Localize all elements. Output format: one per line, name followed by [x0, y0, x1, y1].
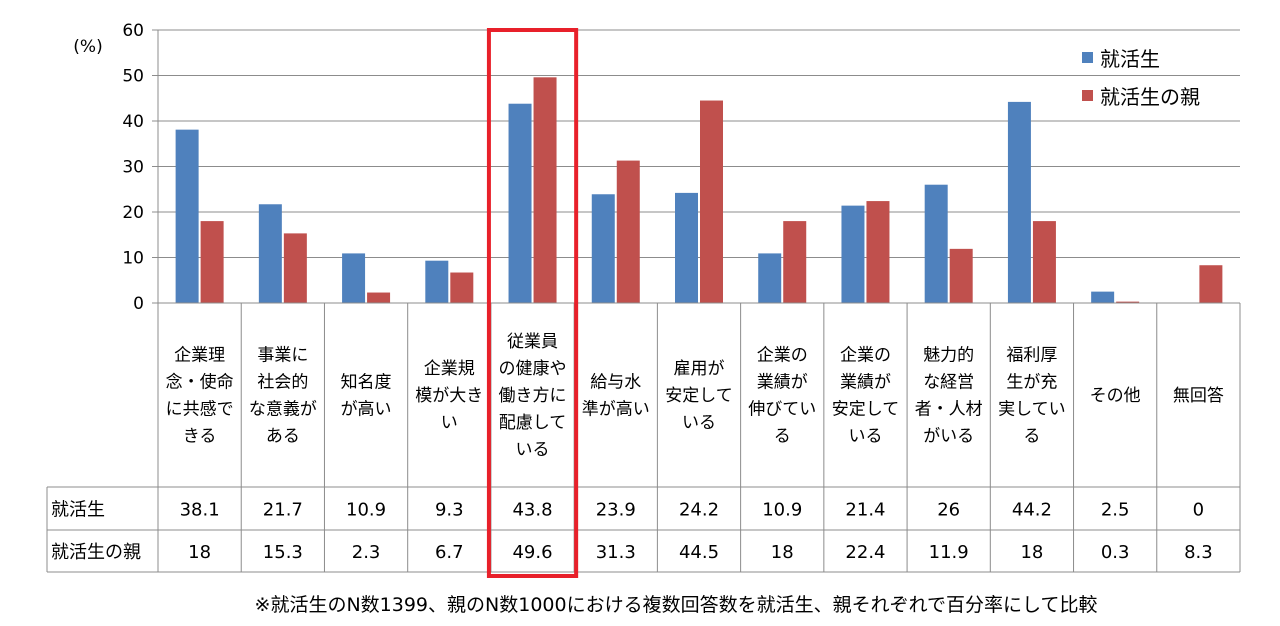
data-label: 18 [188, 542, 211, 563]
bar [949, 248, 973, 303]
data-label: 43.8 [512, 500, 552, 521]
highlight-box [486, 28, 579, 578]
bar [533, 77, 557, 303]
bar [367, 292, 391, 303]
data-label: 49.6 [512, 542, 552, 563]
data-label: 24.2 [679, 500, 719, 521]
category-label: 従業員の健康や働き方に配慮している [499, 332, 567, 460]
bar [866, 201, 890, 303]
data-label: 0.3 [1101, 542, 1130, 563]
data-label: 22.4 [845, 542, 885, 563]
legend-label: 就活生の親 [1100, 85, 1200, 109]
legend-label: 就活生 [1100, 47, 1160, 71]
category-label: 企業の業績が安定している [832, 346, 900, 447]
category-label: 福利厚生が充実している [998, 346, 1066, 447]
bar [591, 194, 615, 303]
data-label: 38.1 [180, 500, 220, 521]
bar [1116, 301, 1140, 303]
data-label: 10.9 [762, 500, 802, 521]
y-tick-label: 20 [122, 203, 144, 223]
legend-swatch [1082, 90, 1093, 101]
bar [1007, 101, 1031, 303]
y-tick-label: 60 [122, 21, 144, 41]
row-label: 就活生 [51, 500, 105, 521]
data-label: 26 [937, 500, 960, 521]
data-label: 11.9 [929, 542, 969, 563]
bar [508, 103, 532, 304]
category-label: 無回答 [1173, 386, 1224, 406]
data-label: 18 [771, 542, 794, 563]
bar [1032, 221, 1056, 303]
bar [616, 160, 640, 303]
bar [425, 260, 449, 303]
bar [758, 253, 782, 303]
data-label: 6.7 [435, 542, 464, 563]
bar [200, 221, 224, 303]
category-label: 事業に社会的な意義がある [249, 346, 317, 447]
category-label: 企業規模が大きい [415, 359, 483, 433]
bar [1091, 291, 1115, 303]
category-label: 給与水準が高い [582, 373, 650, 420]
bar [450, 272, 474, 303]
footnote: ※就活生のN数1399、親のN数1000における複数回答数を就活生、親それぞれで… [255, 594, 1098, 616]
data-label: 44.5 [679, 542, 719, 563]
data-label: 21.4 [845, 500, 885, 521]
category-label: 知名度が高い [341, 373, 392, 420]
data-table: 企業理念・使命に共感できる事業に社会的な意義がある知名度が高い企業規模が大きい従… [46, 302, 1241, 573]
data-label: 10.9 [346, 500, 386, 521]
data-label: 31.3 [596, 542, 636, 563]
data-label: 21.7 [263, 500, 303, 521]
y-tick-label: 40 [122, 112, 144, 132]
data-label: 8.3 [1184, 542, 1213, 563]
data-label: 23.9 [596, 500, 636, 521]
bar [675, 192, 698, 303]
y-tick-label: 0 [133, 294, 144, 314]
category-label: 企業理念・使命に共感できる [166, 346, 234, 447]
bar [783, 221, 807, 303]
bar [700, 100, 723, 304]
data-label: 15.3 [263, 542, 303, 563]
y-tick-label: 10 [122, 249, 144, 269]
data-label: 9.3 [435, 500, 464, 521]
bar [841, 205, 865, 303]
bar [283, 233, 307, 303]
bar [258, 204, 282, 303]
y-axis-label: (%) [73, 37, 102, 57]
gridlines [158, 29, 1240, 258]
data-label: 18 [1020, 542, 1043, 563]
y-axis: 0 10 20 30 40 50 60 [122, 21, 159, 314]
legend-swatch [1082, 52, 1093, 63]
data-label: 44.2 [1012, 500, 1052, 521]
bars [175, 77, 1223, 304]
y-tick-label: 50 [122, 67, 144, 87]
bar [175, 129, 199, 303]
data-label: 2.3 [352, 542, 381, 563]
row-label: 就活生の親 [51, 542, 141, 563]
bar [1199, 265, 1223, 303]
y-tick-label: 30 [122, 158, 144, 178]
data-label: 0 [1193, 500, 1204, 521]
bar [924, 184, 948, 303]
bar [342, 253, 366, 303]
category-label: 雇用が安定している [665, 359, 733, 433]
category-label: その他 [1090, 386, 1141, 406]
data-label: 2.5 [1101, 500, 1130, 521]
category-label: 企業の業績が伸びている [748, 346, 816, 447]
category-label: 魅力的な経営者・人材がいる [915, 346, 983, 447]
